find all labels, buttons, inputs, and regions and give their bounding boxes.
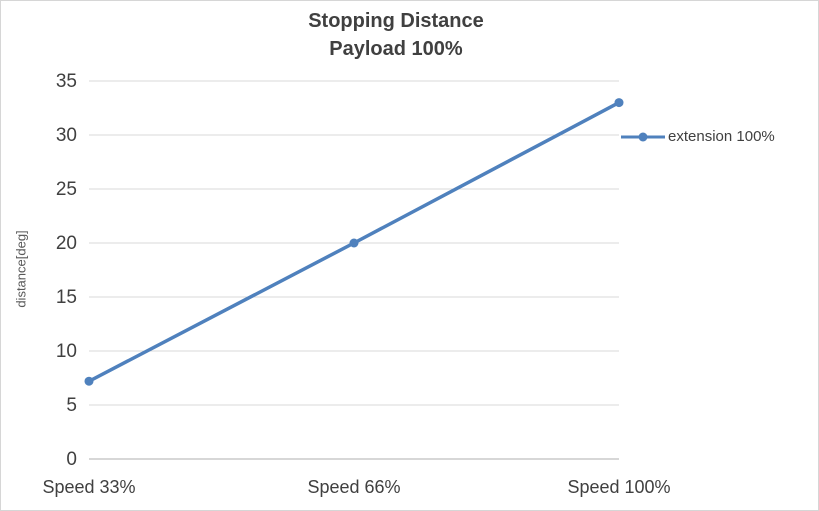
chart-title-line2: Payload 100% <box>329 38 463 60</box>
x-category-label: Speed 100% <box>567 477 670 497</box>
y-tick-label: 20 <box>56 233 77 254</box>
data-point-marker <box>349 238 359 248</box>
x-category-label: Speed 33% <box>42 477 135 497</box>
y-tick-label: 30 <box>56 125 77 146</box>
legend: extension 100% <box>621 128 775 145</box>
data-point-marker <box>614 98 624 108</box>
data-point-marker <box>84 376 94 386</box>
legend-marker-icon <box>621 132 665 141</box>
y-tick-label: 25 <box>56 179 77 200</box>
chart-title: Stopping Distance Payload 100% <box>1 7 791 63</box>
y-tick-label: 15 <box>56 287 77 308</box>
y-tick-label: 10 <box>56 341 77 362</box>
y-tick-label: 35 <box>56 71 77 92</box>
y-tick-label: 0 <box>66 449 77 470</box>
x-category-label: Speed 66% <box>307 477 400 497</box>
y-tick-label: 5 <box>66 395 77 416</box>
chart-title-line1: Stopping Distance <box>308 10 484 32</box>
legend-label: extension 100% <box>668 128 775 145</box>
